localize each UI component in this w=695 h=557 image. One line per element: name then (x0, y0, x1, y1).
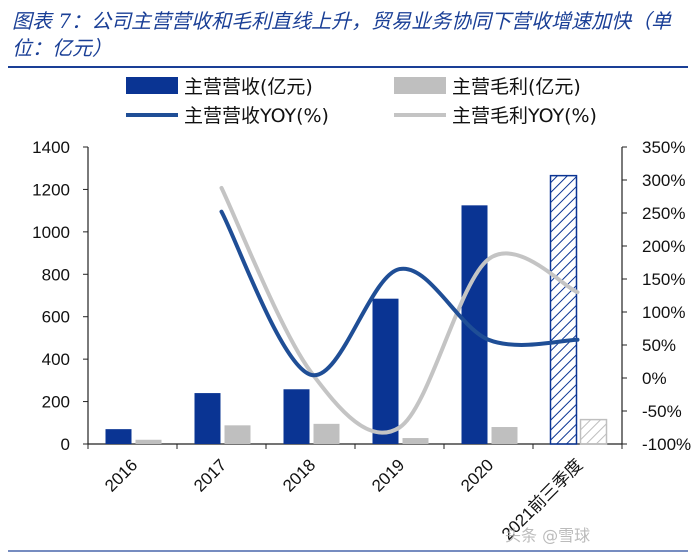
x-tick-label: 2018 (279, 455, 319, 495)
right-tick-label: -100% (642, 435, 691, 454)
gross-profit-bar (135, 439, 162, 444)
left-tick-label: 1000 (32, 223, 70, 242)
left-tick-label: 400 (42, 350, 70, 369)
x-tick-label: 2020 (457, 455, 497, 495)
legend-label: 主营毛利(亿元) (452, 76, 581, 98)
revenue-bar (283, 389, 310, 444)
bars (105, 174, 608, 445)
axes: 0 200 400 600 800 1000 1200 1400 -100% -50% 0% 50% 1… (32, 138, 691, 544)
left-tick-label: 1400 (32, 138, 70, 157)
revenue-bar (105, 429, 132, 444)
right-tick-label: 0% (642, 369, 667, 388)
lines (219, 185, 580, 435)
revenue-yoy-line (219, 209, 580, 378)
right-tick-label: 200% (642, 237, 685, 256)
bottom-rule (8, 550, 688, 552)
left-tick-label: 600 (42, 308, 70, 327)
legend-label: 主营营收YOY(%) (184, 105, 329, 127)
left-tick-label: 800 (42, 265, 70, 284)
left-tick-label: 1200 (32, 180, 70, 199)
legend-swatch (126, 77, 178, 94)
right-tick-label: 300% (642, 171, 685, 190)
legend: 主营营收(亿元) 主营毛利(亿元) 主营营收YOY(%) 主营毛利YOY(%) (126, 76, 597, 127)
gross-profit-bar (224, 425, 251, 444)
gross-profit-bar (491, 427, 518, 444)
right-tick-label: 100% (642, 303, 685, 322)
left-tick-label: 0 (61, 435, 70, 454)
legend-label: 主营毛利YOY(%) (452, 105, 597, 127)
x-tick-label: 2019 (368, 455, 408, 495)
title-rule (8, 66, 688, 68)
left-tick-label: 200 (42, 393, 70, 412)
right-tick-label: 50% (642, 336, 676, 355)
legend-swatch (394, 77, 446, 94)
gross-profit-bar (313, 423, 340, 444)
watermark: 头条 @雪球 (505, 526, 591, 545)
revenue-bar (372, 298, 399, 444)
x-tick-label: 2016 (101, 455, 141, 495)
gross-profit-bar (579, 418, 608, 445)
revenue-bar (194, 393, 221, 444)
revenue-bar (549, 174, 578, 445)
right-tick-label: 250% (642, 204, 685, 223)
right-tick-label: 350% (642, 138, 685, 157)
gross-profit-yoy-line (219, 185, 580, 435)
legend-label: 主营营收(亿元) (184, 76, 313, 98)
right-tick-label: -50% (642, 402, 682, 421)
chart-title: 图表 7：公司主营营收和毛利直线上升，贸易业务协同下营收增速加快（单位：亿元） (12, 9, 672, 60)
right-tick-label: 150% (642, 270, 685, 289)
x-tick-label: 2017 (190, 455, 230, 495)
gross-profit-bar (402, 438, 429, 444)
